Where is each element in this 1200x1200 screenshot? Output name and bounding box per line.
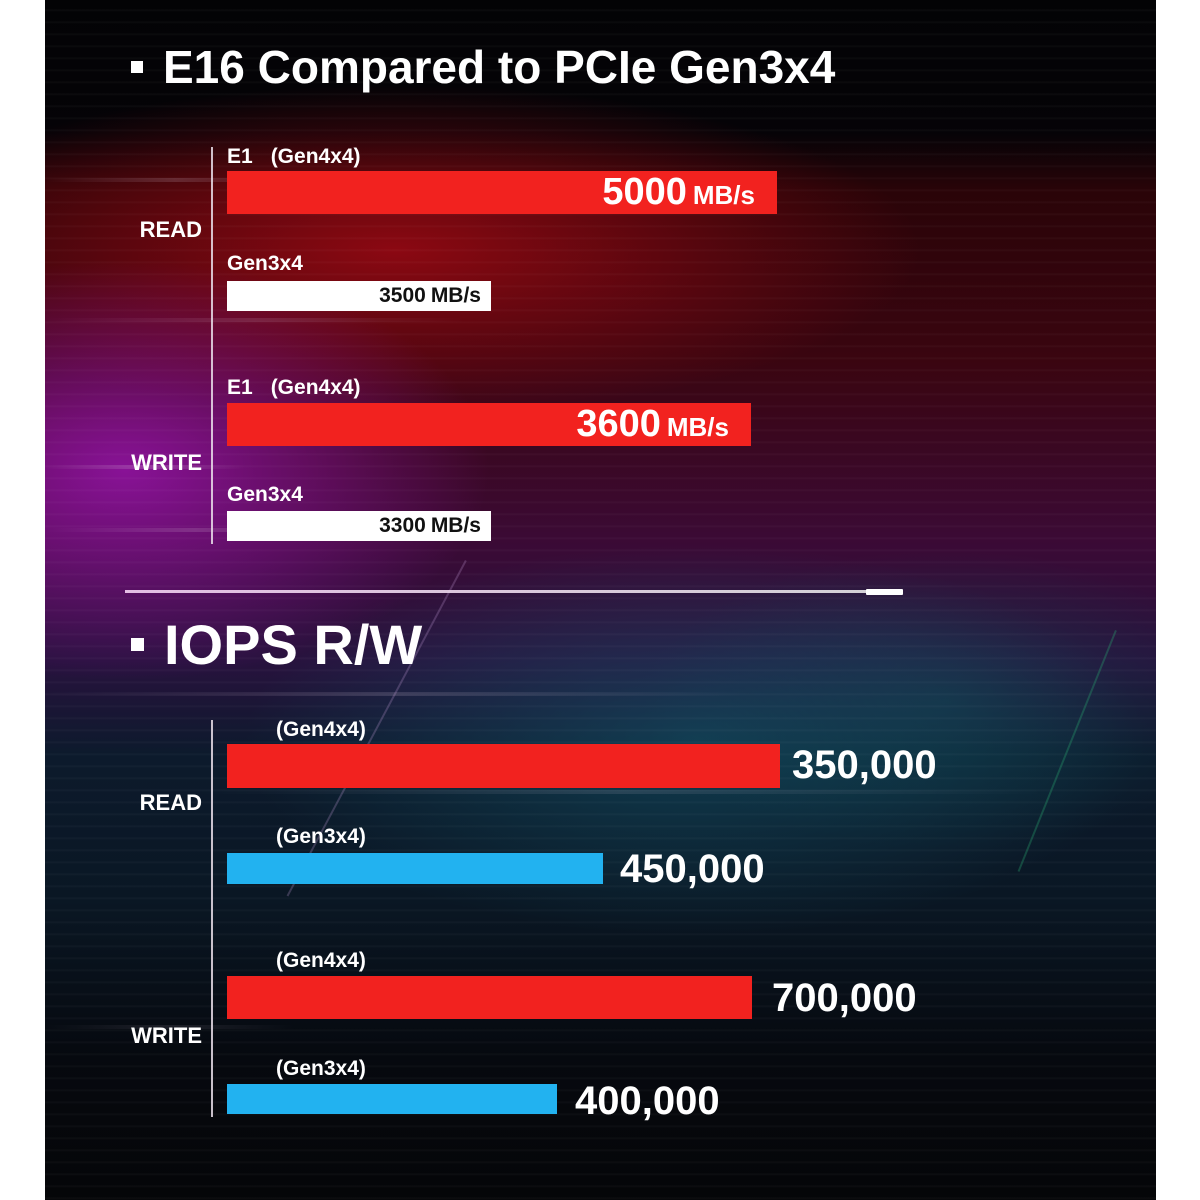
- iops-title-text: IOPS R/W: [164, 613, 423, 676]
- background-streak: [45, 528, 345, 532]
- bar-label-gen4-read-iops: (Gen4x4): [276, 718, 366, 741]
- drive-prefix: E1: [227, 145, 253, 168]
- value-unit: MB/s: [430, 514, 481, 537]
- bar-label-gen3-write: Gen3x4: [227, 483, 303, 506]
- bar-gen3-write: 3300 MB/s: [227, 511, 491, 541]
- bar-label-gen3-read-iops: (Gen3x4): [276, 825, 366, 848]
- sequential-title-text: E16 Compared to PCIe Gen3x4: [163, 41, 836, 93]
- bar-label-gen4-write: E1 (Gen4x4): [227, 376, 361, 400]
- bar-value: 5000 MB/s: [602, 171, 777, 214]
- value-unit: MB/s: [666, 412, 729, 442]
- background-streak: [45, 178, 305, 182]
- background-streak: [45, 692, 745, 696]
- value-number: 5000: [602, 171, 687, 213]
- drive-prefix: E1: [227, 376, 253, 399]
- background-streak: [45, 1025, 295, 1029]
- bar-gen4-write-iops: [227, 976, 752, 1019]
- bar-value: 3500 MB/s: [379, 284, 491, 308]
- background-streak: [195, 790, 1045, 794]
- value-unit: MB/s: [430, 284, 481, 307]
- iops-axis-line: [211, 720, 213, 1117]
- bar-gen4-read-iops: [227, 744, 780, 788]
- iops-read-label: READ: [139, 790, 202, 815]
- background-streak: [45, 318, 465, 322]
- background-streak: [45, 465, 245, 469]
- bar-gen4-read: 5000 MB/s: [227, 171, 777, 214]
- bar-label-gen4-read: E1 (Gen4x4): [227, 145, 361, 169]
- sequential-axis-line: [211, 147, 213, 544]
- value-unit: MB/s: [692, 180, 755, 210]
- iops-value-gen4-write: 700,000: [772, 976, 917, 1020]
- bullet-icon: [131, 638, 144, 651]
- bar-label-gen4-write-iops: (Gen4x4): [276, 949, 366, 972]
- bar-gen3-read-iops: [227, 853, 603, 884]
- bar-gen3-read: 3500 MB/s: [227, 281, 491, 311]
- value-number: 3300: [379, 514, 426, 537]
- value-number: 3600: [576, 403, 661, 445]
- bar-gen4-write: 3600 MB/s: [227, 403, 751, 446]
- background-diagonal: [1017, 630, 1117, 872]
- iops-value-gen3-write: 400,000: [575, 1079, 720, 1123]
- bar-value: 3300 MB/s: [379, 514, 491, 538]
- section-divider: [125, 590, 902, 593]
- bar-label-gen3-write-iops: (Gen3x4): [276, 1057, 366, 1080]
- sequential-write-label: WRITE: [131, 450, 202, 475]
- iops-value-gen4-read: 350,000: [792, 743, 937, 787]
- value-number: 3500: [379, 284, 426, 307]
- bar-gen3-write-iops: [227, 1084, 557, 1114]
- interface-label: (Gen4x4): [270, 145, 361, 168]
- sequential-section-title: E16 Compared to PCIe Gen3x4: [131, 40, 835, 94]
- iops-value-gen3-read: 450,000: [620, 847, 765, 891]
- iops-write-label: WRITE: [131, 1023, 202, 1048]
- section-divider-cap: [866, 589, 903, 595]
- iops-section-title: IOPS R/W: [131, 612, 422, 677]
- bar-value: 3600 MB/s: [576, 403, 751, 446]
- bullet-icon: [131, 61, 143, 73]
- interface-label: (Gen4x4): [270, 376, 361, 399]
- bar-label-gen3-read: Gen3x4: [227, 252, 303, 275]
- sequential-read-label: READ: [139, 217, 202, 242]
